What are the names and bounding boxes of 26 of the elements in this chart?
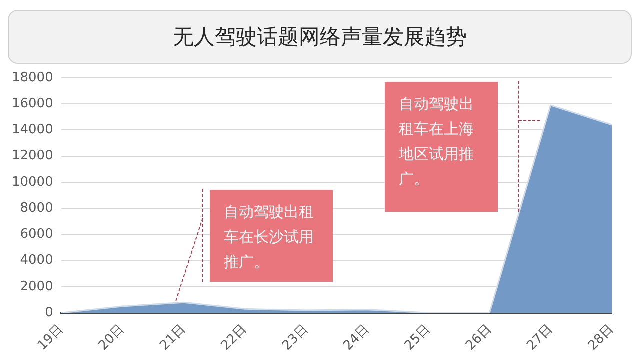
y-tick-label: 10000 [12, 174, 54, 190]
y-tick-label: 14000 [12, 122, 54, 138]
y-tick-label: 0 [45, 305, 54, 320]
x-tick-label: 27日 [524, 322, 556, 354]
title-panel: 无人驾驶话题网络声量发展趋势 [8, 10, 632, 64]
note-box: 自动驾驶出租车在上海地区试用推广。 [385, 82, 498, 212]
x-tick-label: 24日 [340, 322, 372, 354]
x-tick-label: 20日 [96, 322, 128, 354]
y-tick-label: 6000 [20, 227, 54, 242]
y-tick-label: 8000 [20, 200, 54, 216]
x-tick-label: 26日 [463, 322, 495, 354]
y-tick-label: 16000 [12, 96, 54, 112]
chart-title: 无人驾驶话题网络声量发展趋势 [173, 24, 467, 51]
x-tick-label: 21日 [157, 322, 189, 354]
x-tick-label: 19日 [35, 322, 67, 354]
x-tick-label: 25日 [402, 322, 434, 354]
y-tick-label: 2000 [20, 279, 54, 294]
x-tick-label: 23日 [280, 322, 312, 354]
y-tick-label: 12000 [12, 148, 54, 164]
note-box: 自动驾驶出租车在长沙试用推广。 [210, 190, 333, 282]
y-tick-label: 4000 [20, 253, 54, 268]
x-tick-label: 28日 [586, 322, 618, 354]
x-tick-label: 22日 [218, 322, 250, 354]
y-tick-label: 18000 [12, 70, 54, 86]
annotation: 自动驾驶出租车在上海地区试用推广。 [399, 95, 474, 188]
annotation: 自动驾驶出租车在长沙试用推广。 [224, 203, 314, 271]
